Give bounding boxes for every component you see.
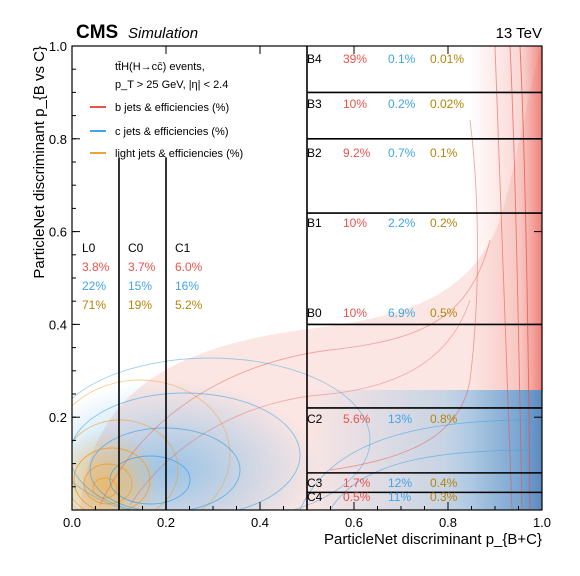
light-contour-4 — [72, 419, 179, 510]
light-contour-1 — [92, 477, 118, 499]
category-c2-light: 0.8% — [430, 412, 458, 426]
x-tick-label-3: 0.6 — [345, 515, 363, 530]
category-b1-c: 2.2% — [388, 216, 416, 230]
light-contour-3 — [73, 447, 151, 510]
category-b3-c: 0.2% — [388, 97, 416, 111]
x-tick-label-1: 0.2 — [157, 515, 175, 530]
legend-process: tt̄H(H→cc̄) events, — [115, 61, 205, 73]
category-b2-c: 0.7% — [388, 146, 416, 160]
category-c1-b: 6.0% — [175, 260, 203, 274]
category-c3-b: 1.7% — [343, 476, 371, 490]
c-contour-5 — [299, 419, 531, 510]
category-b4-name: B4 — [307, 52, 322, 66]
category-c4-b: 0.5% — [343, 490, 371, 504]
category-b0-name: B0 — [307, 306, 322, 320]
category-b0-light: 0.5% — [430, 306, 458, 320]
x-tick-label-5: 1.0 — [533, 515, 551, 530]
c-contour-3 — [72, 392, 301, 510]
category-c0-b: 3.7% — [128, 260, 156, 274]
b-contour-2 — [509, 46, 523, 510]
category-c0-c: 15% — [128, 279, 152, 293]
y-tick-label-2: 0.6 — [49, 225, 67, 240]
legend-cuts: p_T > 25 GeV, |η| < 2.4 — [115, 79, 228, 91]
category-b4-b: 39% — [343, 52, 367, 66]
legend-entry-light: light jets & efficiencies (%) — [115, 148, 243, 160]
category-c4-name: C4 — [307, 490, 323, 504]
status-label: Simulation — [128, 25, 198, 42]
c-contour-4 — [72, 357, 371, 510]
category-c3-c: 12% — [388, 476, 412, 490]
category-b2-name: B2 — [307, 146, 322, 160]
category-b3-name: B3 — [307, 97, 322, 111]
x-tick-label-4: 0.8 — [439, 515, 457, 530]
y-tick-label-0: 0.2 — [49, 410, 67, 425]
category-l0-light: 71% — [82, 298, 106, 312]
y-axis-title: ParticleNet discriminant p_{B vs C} — [31, 46, 48, 279]
c-contour-2 — [89, 427, 241, 510]
experiment-label: CMS — [76, 22, 118, 43]
category-labels: L0 3.8% 22% 71% C0 3.7% 15% 19% C1 6.0% 16% 5.2% B4 3… — [82, 52, 464, 504]
b-contour-6 — [129, 299, 471, 506]
b-contour-5 — [99, 239, 491, 506]
tick-labels: 0.0 0.2 0.4 0.6 0.8 1.0 0.2 0.4 0.6 0.8 1.0 — [49, 39, 551, 530]
category-l0-name: L0 — [82, 241, 96, 255]
density-overlays — [72, 46, 542, 510]
category-boundaries — [118, 46, 542, 510]
b-contour-4 — [329, 119, 478, 471]
category-b2-light: 0.1% — [430, 146, 458, 160]
y-tick-label-1: 0.4 — [49, 317, 67, 332]
x-tick-label-2: 0.4 — [251, 515, 269, 530]
category-b0-b: 10% — [343, 306, 367, 320]
category-c1-light: 5.2% — [175, 298, 203, 312]
category-c3-light: 0.4% — [430, 476, 458, 490]
category-b1-light: 0.2% — [430, 216, 458, 230]
category-c1-name: C1 — [175, 241, 191, 255]
light-contour-5 — [72, 379, 231, 510]
legend-entry-b: b jets & efficiencies (%) — [115, 102, 229, 114]
category-c2-name: C2 — [307, 412, 323, 426]
axis-ticks — [71, 45, 543, 510]
category-b0-c: 6.9% — [388, 306, 416, 320]
light-jet-blob — [72, 430, 160, 510]
c-contour-1 — [109, 455, 191, 505]
category-b4-light: 0.01% — [430, 52, 464, 66]
category-l0-b: 3.8% — [82, 260, 110, 274]
legend: tt̄H(H→cc̄) events, p_T > 25 GeV, |η| < … — [90, 61, 243, 160]
category-c2-c: 13% — [388, 412, 412, 426]
y-tick-label-3: 0.8 — [49, 132, 67, 147]
category-b1-b: 10% — [343, 216, 367, 230]
energy-label: 13 TeV — [496, 25, 542, 42]
category-c3-name: C3 — [307, 476, 323, 490]
category-b4-c: 0.1% — [388, 52, 416, 66]
category-b2-b: 9.2% — [343, 146, 371, 160]
category-c4-c: 11% — [388, 490, 411, 504]
category-c0-name: C0 — [128, 241, 144, 255]
contours — [72, 46, 536, 510]
category-c4-light: 0.3% — [430, 490, 458, 504]
y-tick-label-4: 1.0 — [49, 39, 67, 54]
category-b1-name: B1 — [307, 216, 322, 230]
c-jet-bottom-band — [300, 390, 542, 510]
category-l0-c: 22% — [82, 279, 106, 293]
x-tick-label-0: 0.0 — [63, 515, 81, 530]
category-b3-light: 0.02% — [430, 97, 464, 111]
category-c0-light: 19% — [128, 298, 152, 312]
legend-entry-c: c jets & efficiencies (%) — [115, 126, 229, 138]
c-jet-blob — [72, 380, 320, 510]
x-axis-title: ParticleNet discriminant p_{B+C} — [324, 531, 542, 548]
light-contour-2 — [83, 463, 133, 505]
category-c1-c: 16% — [175, 279, 199, 293]
b-contour-1 — [519, 46, 531, 510]
category-b3-b: 10% — [343, 97, 367, 111]
category-c2-b: 5.6% — [343, 412, 371, 426]
